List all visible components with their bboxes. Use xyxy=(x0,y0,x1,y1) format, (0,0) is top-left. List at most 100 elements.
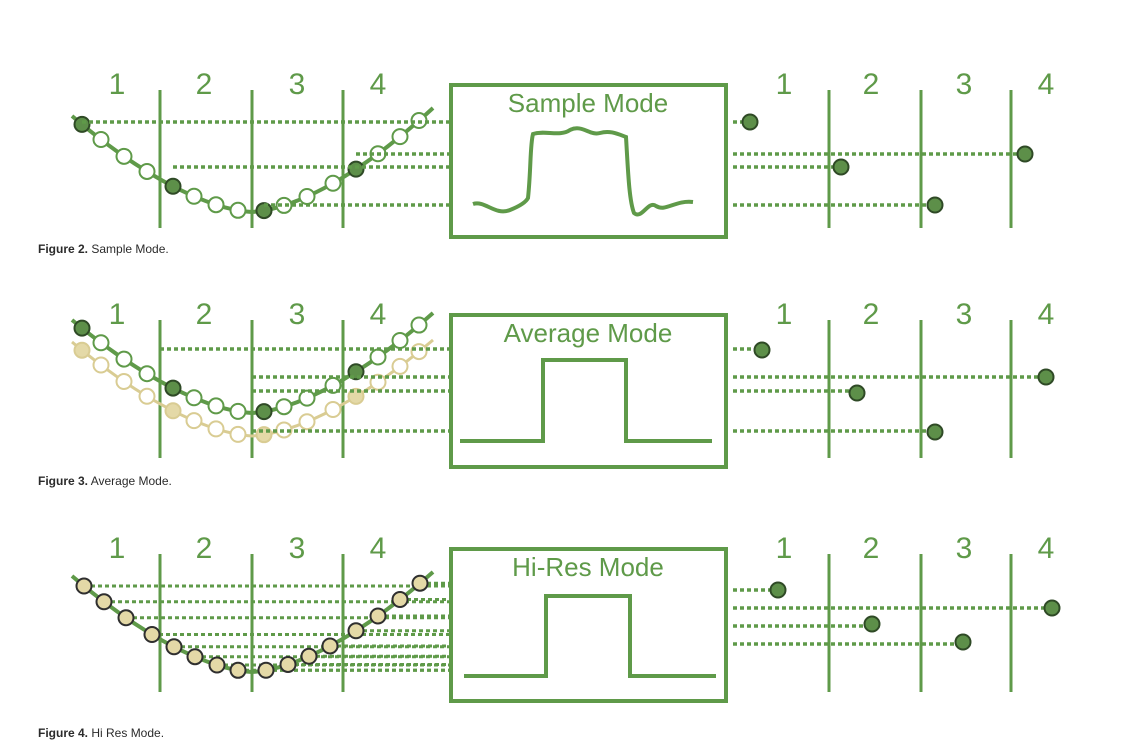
caption-figure-2: Figure 2. Sample Mode. xyxy=(38,242,169,256)
averaged-sample-point xyxy=(164,402,182,420)
output-point xyxy=(741,113,759,131)
hires-sample-point xyxy=(143,626,161,644)
hires-sample-point xyxy=(347,622,365,640)
caption-figure-2-text: Sample Mode. xyxy=(88,242,169,256)
sample-point-acquired xyxy=(164,379,182,397)
sample-point-acquired xyxy=(73,319,91,337)
average-mode-waveform xyxy=(460,358,712,443)
sample-mode-diagram: 1 2 3 4 Sample Mode 1 2 3 4 xyxy=(70,68,1055,239)
hires-sample-point xyxy=(229,661,247,679)
averaged-sample-point xyxy=(73,341,91,359)
sample-point-acquired xyxy=(255,202,273,220)
caption-figure-4-text: Hi Res Mode. xyxy=(88,726,165,740)
hires-sample-point xyxy=(321,637,339,655)
output-column-label-3: 3 xyxy=(956,68,973,101)
sample-point xyxy=(185,187,203,205)
input-column-label-4: 4 xyxy=(370,532,387,565)
caption-figure-4: Figure 4. Hi Res Mode. xyxy=(38,726,164,740)
sample-point xyxy=(324,174,342,192)
sample-point xyxy=(115,147,133,165)
output-column-label-1: 1 xyxy=(776,298,793,331)
hires-sample-point xyxy=(391,591,409,609)
caption-figure-3-number: Figure 3. xyxy=(38,474,89,488)
hires-sample-point xyxy=(411,574,429,592)
hires-sample-point xyxy=(75,577,93,595)
hires-sample-point xyxy=(300,647,318,665)
hires-sample-point xyxy=(208,656,226,674)
output-column-label-2: 2 xyxy=(863,298,880,331)
input-column-label-1: 1 xyxy=(109,532,126,565)
caption-figure-3-text: Average Mode. xyxy=(88,474,172,488)
sample-point xyxy=(92,334,110,352)
hires-sample-point xyxy=(257,661,275,679)
output-column-label-1: 1 xyxy=(776,532,793,565)
output-column-label-4: 4 xyxy=(1038,532,1055,565)
output-column-label-3: 3 xyxy=(956,532,973,565)
caption-figure-3: Figure 3. Average Mode. xyxy=(38,474,172,488)
sample-point-acquired xyxy=(347,160,365,178)
averaged-sample-point xyxy=(92,356,110,374)
output-point xyxy=(926,196,944,214)
caption-figure-2-number: Figure 2. xyxy=(38,242,89,256)
hires-mode-waveform xyxy=(464,594,716,678)
averaged-sample-point xyxy=(391,357,409,375)
hires-sample-point xyxy=(186,648,204,666)
sample-point xyxy=(410,316,428,334)
hires-sample-point xyxy=(117,609,135,627)
sample-point xyxy=(207,196,225,214)
input-column-label-2: 2 xyxy=(196,68,213,101)
mode-box xyxy=(449,547,728,703)
figure-average-mode: 1 2 3 4 Average Mode 1 2 3 4 xyxy=(0,280,1132,520)
output-point xyxy=(753,341,771,359)
hires-sample-point xyxy=(165,638,183,656)
input-column-label-3: 3 xyxy=(289,298,306,331)
averaged-sample-point xyxy=(185,412,203,430)
output-column-label-4: 4 xyxy=(1038,298,1055,331)
averaged-sample-point xyxy=(229,425,247,443)
output-point xyxy=(926,423,944,441)
output-point xyxy=(1037,368,1055,386)
sample-point xyxy=(298,389,316,407)
output-column-label-2: 2 xyxy=(863,68,880,101)
sample-point xyxy=(92,131,110,149)
sample-point xyxy=(207,397,225,415)
sample-point xyxy=(369,348,387,366)
averaged-sample-point xyxy=(324,400,342,418)
sample-point-acquired xyxy=(164,177,182,195)
caption-figure-4-number: Figure 4. xyxy=(38,726,89,740)
figure-sample-mode: 1 2 3 4 Sample Mode 1 2 3 4 xyxy=(0,50,1132,290)
input-column-label-4: 4 xyxy=(370,298,387,331)
input-column-label-3: 3 xyxy=(289,68,306,101)
input-column-label-2: 2 xyxy=(196,532,213,565)
figure-hires-mode: 1 2 3 4 Hi-Res Mode 1 2 3 4 xyxy=(0,514,1132,754)
output-point xyxy=(1016,145,1034,163)
hires-sample-point xyxy=(279,655,297,673)
input-column-label-3: 3 xyxy=(289,532,306,565)
output-point xyxy=(863,615,881,633)
input-column-label-4: 4 xyxy=(370,68,387,101)
output-point xyxy=(848,384,866,402)
sample-point xyxy=(391,128,409,146)
output-column-label-1: 1 xyxy=(776,68,793,101)
sample-point xyxy=(391,332,409,350)
output-point xyxy=(1043,599,1061,617)
output-column-label-3: 3 xyxy=(956,298,973,331)
mode-box xyxy=(449,83,728,239)
sample-point xyxy=(138,365,156,383)
sample-point xyxy=(138,162,156,180)
output-column-label-4: 4 xyxy=(1038,68,1055,101)
hires-sample-point xyxy=(369,607,387,625)
sample-point xyxy=(229,201,247,219)
input-column-label-1: 1 xyxy=(109,68,126,101)
averaged-sample-point xyxy=(298,413,316,431)
output-point xyxy=(954,633,972,651)
sample-point xyxy=(275,196,293,214)
sample-point-acquired xyxy=(73,115,91,133)
output-point xyxy=(832,158,850,176)
average-mode-diagram: 1 2 3 4 Average Mode 1 2 3 4 xyxy=(70,298,1055,469)
hires-mode-diagram: 1 2 3 4 Hi-Res Mode 1 2 3 4 xyxy=(70,532,1061,703)
output-column-label-2: 2 xyxy=(863,532,880,565)
averaged-sample-point xyxy=(410,343,428,361)
mode-box-label: Average Mode xyxy=(504,318,673,348)
sample-point xyxy=(229,402,247,420)
